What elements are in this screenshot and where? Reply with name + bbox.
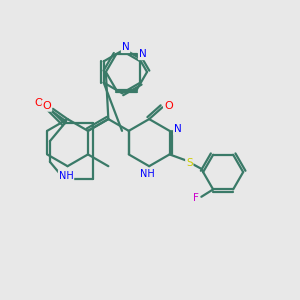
Text: S: S	[186, 158, 193, 168]
Text: F: F	[193, 193, 198, 203]
Text: NH: NH	[59, 171, 74, 181]
Text: N: N	[139, 49, 146, 59]
Text: O: O	[164, 101, 173, 111]
Text: O: O	[43, 101, 51, 111]
Text: O: O	[34, 98, 43, 108]
Text: NH: NH	[140, 169, 155, 179]
Text: N: N	[122, 42, 129, 52]
Text: N: N	[174, 124, 182, 134]
